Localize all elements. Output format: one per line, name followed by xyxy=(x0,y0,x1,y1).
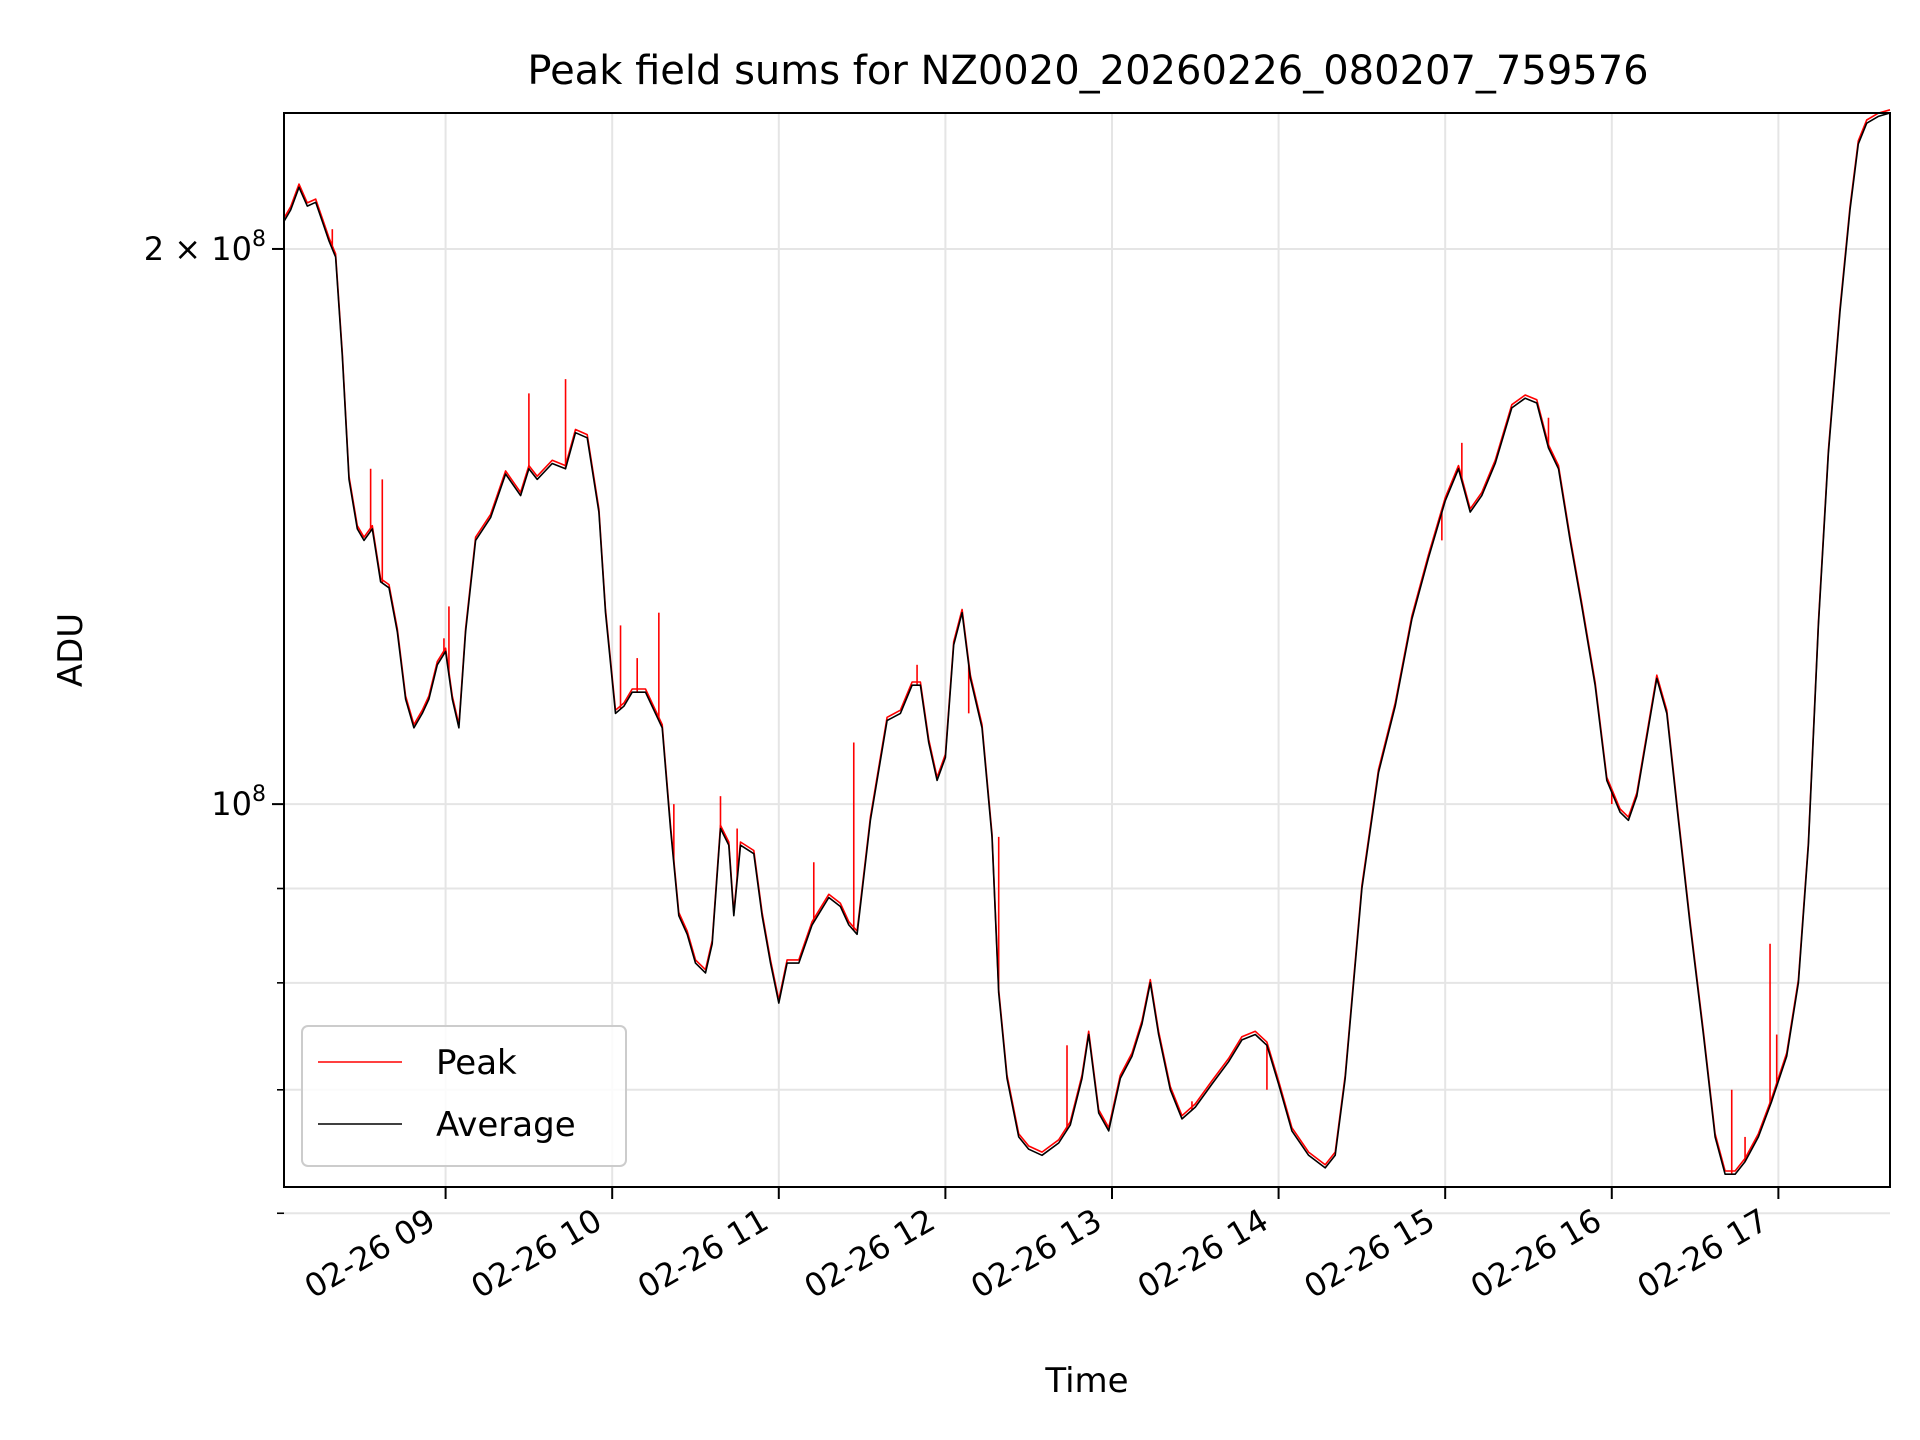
legend-label-peak: Peak xyxy=(436,1043,517,1083)
plot-frame xyxy=(283,112,1891,1188)
y-tick-label: 2 × 108 xyxy=(144,227,266,268)
legend-box xyxy=(301,1025,627,1167)
grid xyxy=(284,113,1890,1215)
average-series-line xyxy=(283,112,1891,1175)
legend-label-average: Average xyxy=(436,1105,576,1145)
x-axis-label: Time xyxy=(1044,1361,1128,1401)
legend: Peak Average xyxy=(301,1025,627,1167)
y-tick-label: 108 xyxy=(211,782,266,823)
y-axis-label: ADU xyxy=(51,613,91,687)
chart-title: Peak field sums for NZ0020_20260226_0802… xyxy=(527,48,1648,94)
plot-area xyxy=(283,109,1891,1175)
